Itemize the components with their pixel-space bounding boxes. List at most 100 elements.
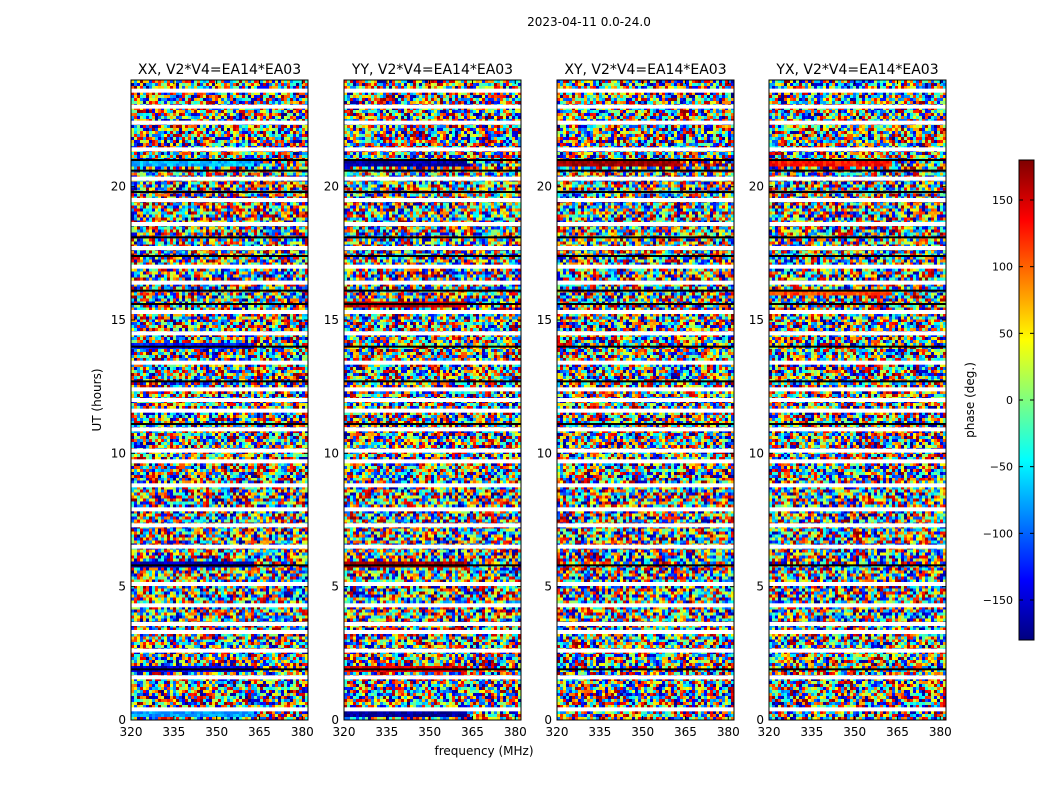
x-tick-label: 365	[461, 725, 484, 739]
flagged-gap	[769, 630, 946, 634]
flagged-gap	[769, 147, 946, 152]
y-tick-label: 15	[537, 313, 552, 327]
flagged-gap	[344, 222, 521, 226]
scan-boundary	[131, 159, 308, 161]
flagged-gap	[344, 427, 521, 432]
flagged-gap	[131, 280, 308, 285]
flagged-gap	[769, 603, 946, 608]
scan-boundary	[131, 303, 308, 305]
flagged-gap	[769, 582, 946, 586]
scan-boundary	[557, 564, 734, 567]
flagged-gap	[769, 707, 946, 712]
flagged-gap	[344, 176, 521, 181]
flagged-gap	[557, 427, 734, 432]
flagged-gap	[344, 88, 521, 93]
x-tick-label: 350	[843, 725, 866, 739]
scan-boundary	[131, 289, 308, 292]
flagged-gap	[344, 622, 521, 626]
y-tick-label: 20	[111, 180, 126, 194]
y-tick-label: 5	[118, 580, 126, 594]
flagged-gap	[557, 622, 734, 626]
flagged-gap	[769, 459, 946, 464]
x-tick-label: 380	[291, 725, 314, 739]
flagged-gap	[344, 648, 521, 653]
flagged-gap	[131, 523, 308, 528]
flagged-gap	[557, 222, 734, 226]
y-tick-label: 10	[324, 446, 339, 460]
flagged-gap	[769, 280, 946, 285]
axes-frame	[343, 79, 522, 721]
flagged-gap	[344, 398, 521, 402]
flagged-gap	[131, 246, 308, 250]
flagged-gap	[769, 246, 946, 250]
flagged-gap	[557, 264, 734, 269]
flagged-gap	[344, 483, 521, 488]
flagged-gap	[344, 630, 521, 634]
colorbar-tick-label: 150	[992, 194, 1013, 207]
scan-boundary	[557, 380, 734, 383]
scan-boundary	[769, 169, 946, 172]
scan-boundary	[557, 169, 734, 172]
flagged-gap	[557, 198, 734, 202]
x-tick-label: 335	[588, 725, 611, 739]
flagged-gap	[131, 120, 308, 125]
flagged-gap	[344, 523, 521, 528]
x-tick-label: 335	[162, 725, 185, 739]
y-tick-label: 10	[111, 446, 126, 460]
colorbar-tick-label: −150	[983, 594, 1013, 607]
flagged-gap	[557, 387, 734, 392]
flagged-gap	[557, 582, 734, 586]
scan-boundary	[344, 668, 521, 671]
flagged-gap	[131, 675, 308, 680]
flagged-gap	[557, 120, 734, 125]
scan-boundary	[344, 289, 521, 292]
colorbar: 150 100 50 0 −50 −100 −150 phase (deg.)	[963, 159, 1035, 641]
x-axis-label: frequency (MHz)	[434, 744, 533, 758]
scan-boundary	[769, 159, 946, 161]
x-tick-label: 350	[418, 725, 441, 739]
panel-xx: XX, V2*V4=EA14*EA03 320 335 350 365 380 0 5 10 15…	[111, 62, 314, 739]
y-tick-label: 20	[749, 180, 764, 194]
axes-frame	[130, 79, 309, 721]
colorbar-tick-label: 100	[992, 261, 1013, 274]
panels: XX, V2*V4=EA14*EA03 320 335 350 365 380 0 5 10 15…	[111, 62, 952, 739]
flagged-gap	[131, 147, 308, 152]
x-tick-label: 365	[886, 725, 909, 739]
flagged-gap	[131, 264, 308, 269]
y-tick-label: 15	[324, 313, 339, 327]
flagged-gap	[344, 147, 521, 152]
scan-boundary	[131, 191, 308, 193]
flagged-gap	[557, 331, 734, 336]
flagged-gap	[769, 448, 946, 453]
y-tick-label: 0	[756, 713, 764, 727]
flagged-gap	[344, 582, 521, 586]
flagged-gap	[131, 622, 308, 626]
flagged-gap	[769, 176, 946, 181]
y-tick-label: 20	[324, 180, 339, 194]
flagged-gap	[769, 331, 946, 336]
axes-frame	[768, 79, 947, 721]
flagged-gap	[131, 544, 308, 549]
flagged-gap	[344, 360, 521, 365]
flagged-gap	[344, 603, 521, 608]
scan-boundary	[769, 191, 946, 193]
scan-boundary	[131, 255, 308, 257]
figure-title: 2023-04-11 0.0-24.0	[527, 15, 651, 29]
flagged-gap	[769, 483, 946, 488]
scan-boundary	[344, 159, 521, 161]
y-tick-label: 5	[756, 580, 764, 594]
y-tick-label: 20	[537, 180, 552, 194]
x-tick-label: 335	[800, 725, 823, 739]
x-tick-label: 350	[205, 725, 228, 739]
flagged-gap	[557, 523, 734, 528]
x-tick-label: 365	[248, 725, 271, 739]
scan-boundary	[557, 303, 734, 305]
x-tick-label: 380	[929, 725, 952, 739]
flagged-gap	[769, 88, 946, 93]
flagged-gap	[131, 387, 308, 392]
flagged-gap	[557, 448, 734, 453]
flagged-gap	[769, 198, 946, 202]
flagged-gap	[557, 675, 734, 680]
colorbar-tick-label: 50	[999, 327, 1013, 340]
scan-boundary	[344, 236, 521, 239]
